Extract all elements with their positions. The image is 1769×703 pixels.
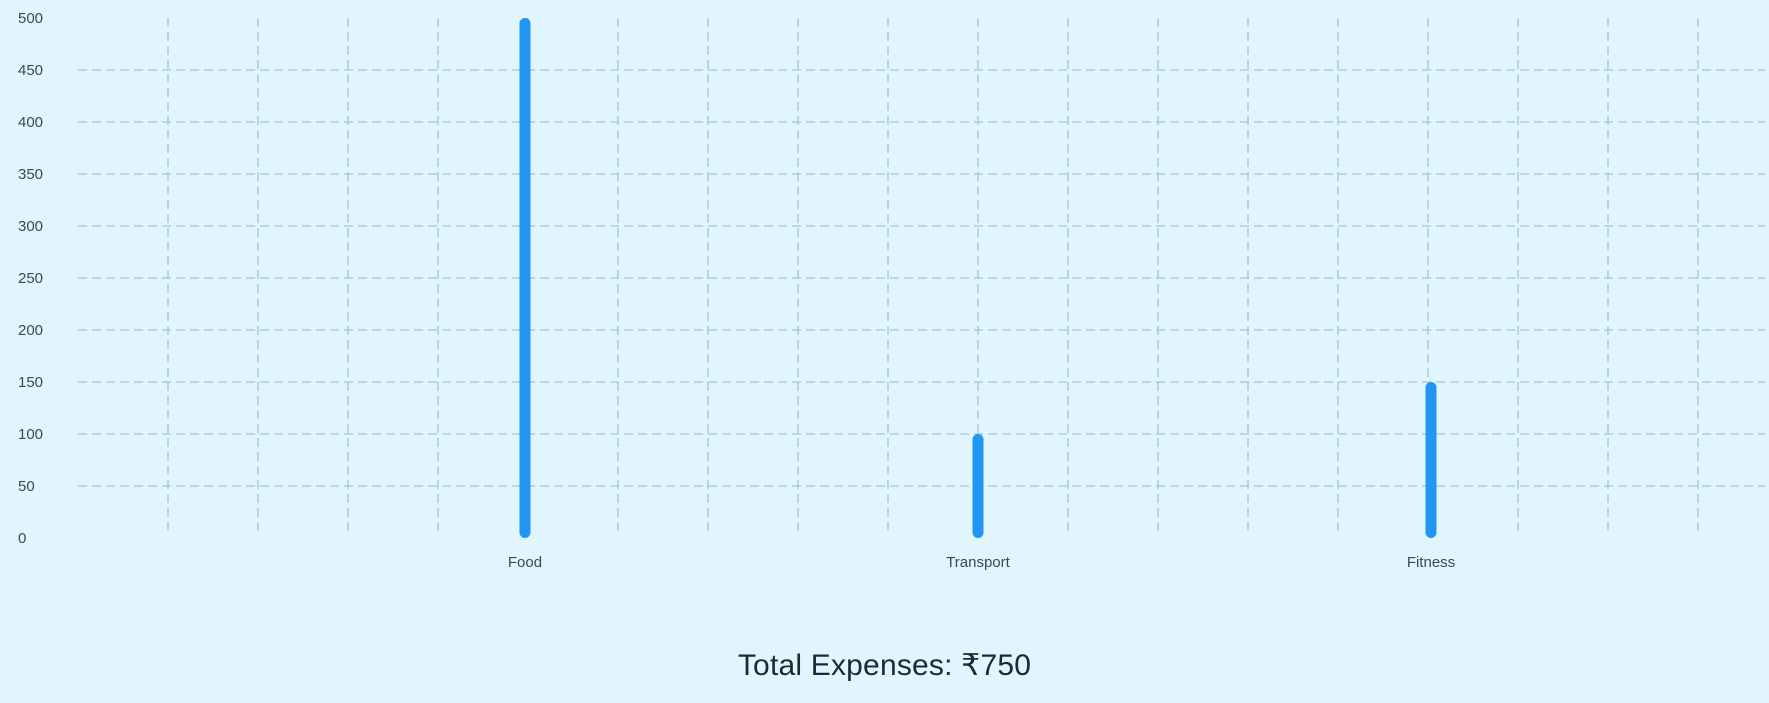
y-tick-label: 400	[18, 114, 43, 131]
expenses-bar-chart: 0 50 100 150 200 250 300 350 400 450 500 Food Trans…	[18, 10, 1765, 571]
y-tick-label: 500	[18, 10, 43, 27]
y-tick-label: 50	[18, 478, 35, 495]
y-tick-label: 300	[18, 218, 43, 235]
y-tick-label: 150	[18, 374, 43, 391]
x-category-label: Food	[508, 554, 542, 571]
total-expenses-label: Total Expenses: ₹750	[737, 649, 1032, 682]
bars	[519, 18, 1437, 538]
x-axis-category-labels: Food Transport Fitness	[508, 554, 1455, 571]
y-tick-label: 350	[18, 166, 43, 183]
y-tick-label: 100	[18, 426, 43, 443]
bar-food[interactable]	[519, 18, 531, 538]
y-axis-tick-labels: 0 50 100 150 200 250 300 350 400 450 500	[18, 10, 43, 547]
horizontal-gridlines	[78, 69, 1765, 487]
bar-fitness[interactable]	[1425, 382, 1437, 538]
y-tick-label: 0	[18, 530, 26, 547]
y-tick-label: 450	[18, 62, 43, 79]
vertical-gridlines	[167, 18, 1699, 534]
bar-transport[interactable]	[972, 434, 984, 538]
y-tick-label: 250	[18, 270, 43, 287]
x-category-label: Fitness	[1407, 554, 1455, 571]
y-tick-label: 200	[18, 322, 43, 339]
x-category-label: Transport	[946, 554, 1010, 571]
